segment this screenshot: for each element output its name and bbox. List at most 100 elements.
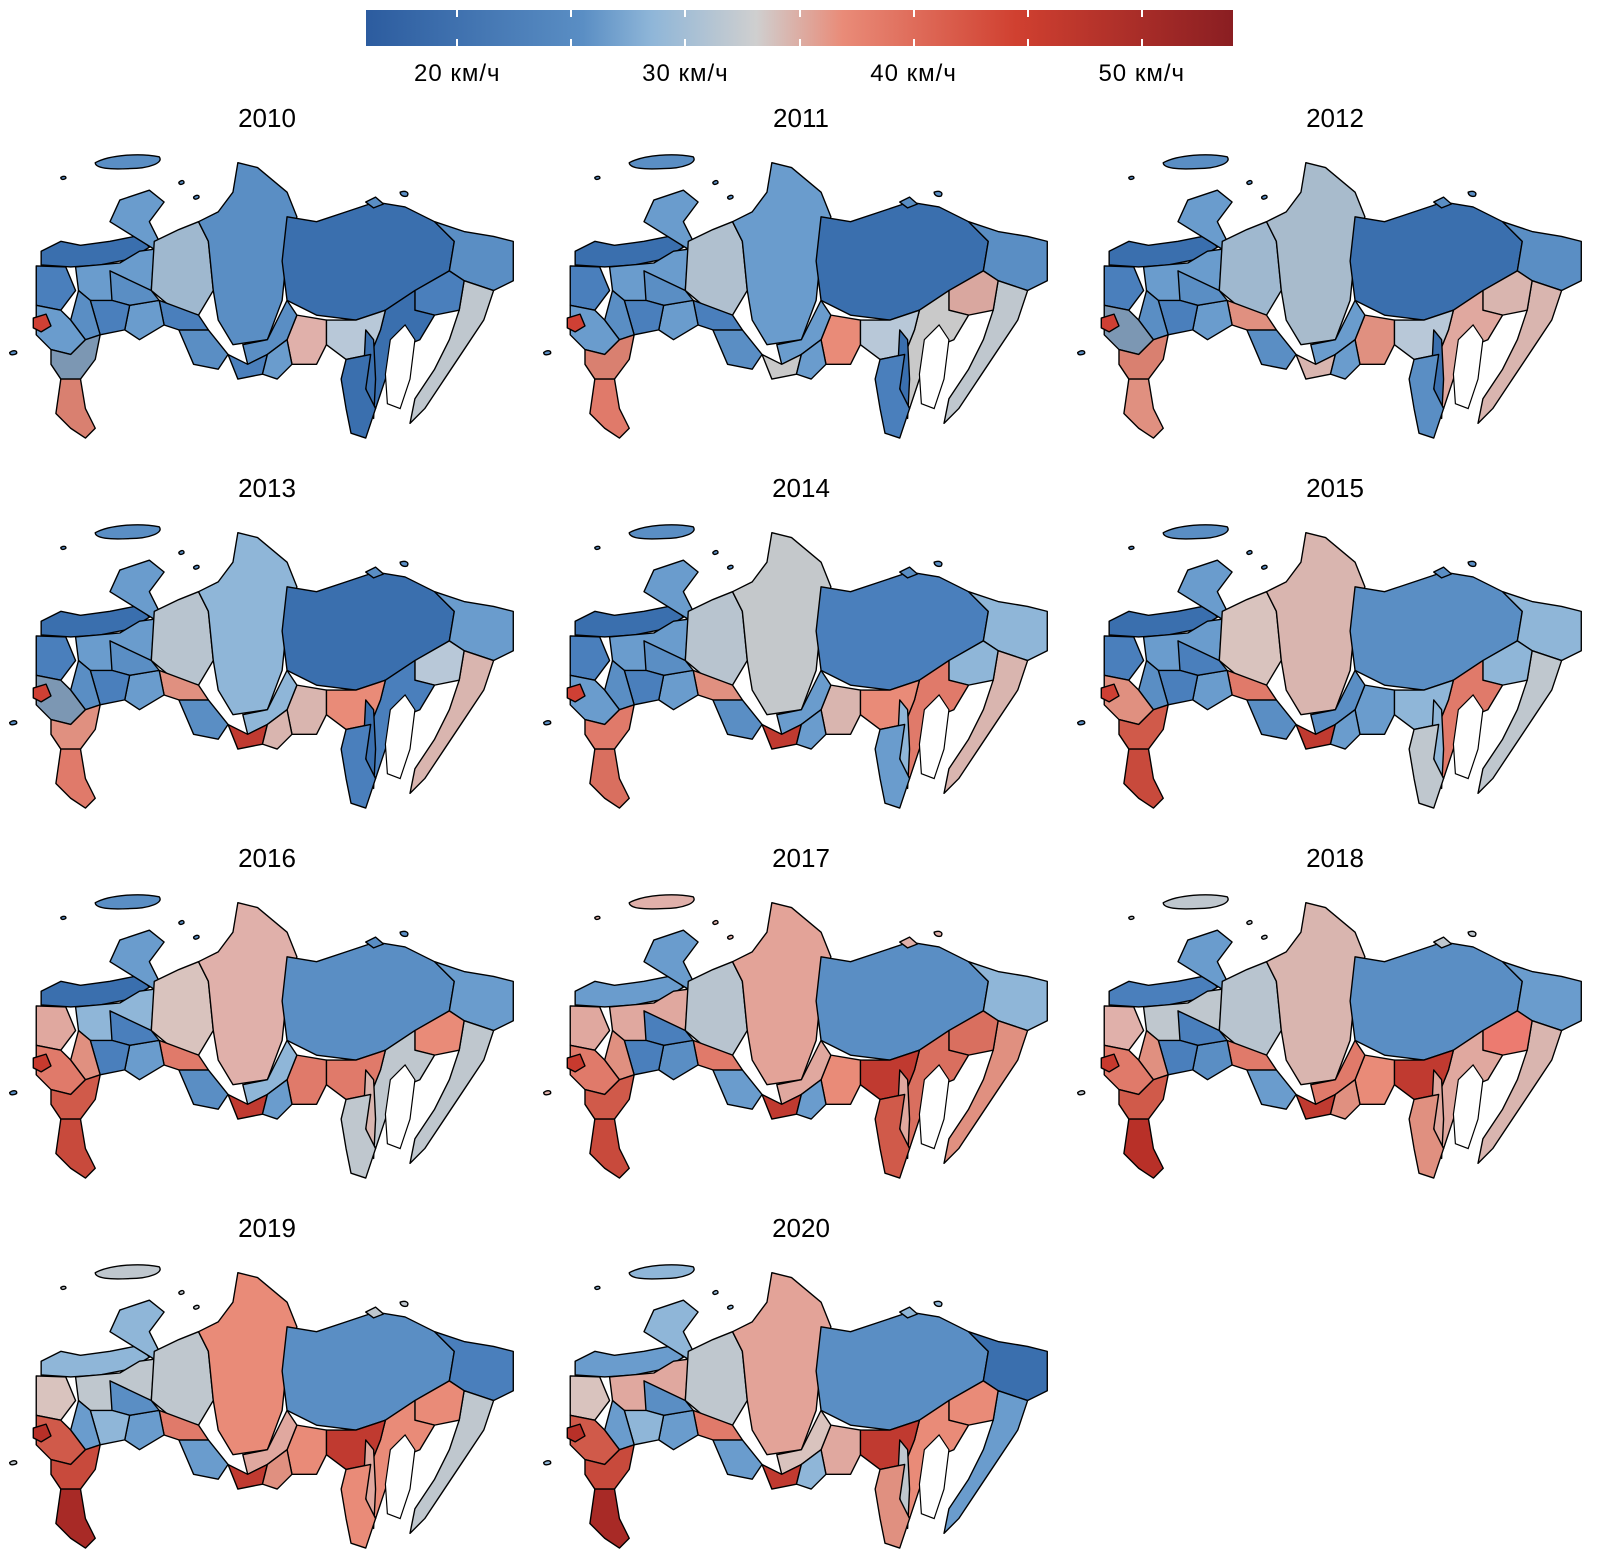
- island-region: [365, 936, 385, 949]
- region-tyumen: [1177, 270, 1228, 306]
- island-region: [594, 175, 601, 181]
- island-region: [712, 1289, 719, 1296]
- island-region: [178, 919, 185, 926]
- region-tyva: [1329, 709, 1361, 750]
- region-karelia: [35, 1375, 77, 1421]
- panel-year-title: 2013: [238, 473, 296, 503]
- island-region: [178, 549, 185, 556]
- island-region: [365, 1306, 385, 1319]
- region-komi: [109, 189, 165, 250]
- region-caucasus: [55, 378, 96, 439]
- island-region: [60, 1285, 67, 1291]
- legend-tick-mark: [456, 10, 459, 17]
- choropleth-map: [8, 1264, 514, 1549]
- region-tyumen: [109, 270, 160, 306]
- region-tyumen: [109, 640, 160, 676]
- island-region: [542, 720, 552, 726]
- island-region: [192, 1304, 200, 1310]
- legend-tick-mark: [684, 39, 687, 46]
- region-tyumen: [643, 1010, 694, 1046]
- region-primorye: [874, 723, 911, 809]
- region-primorye: [340, 1093, 377, 1179]
- region-caucasus: [1123, 748, 1164, 809]
- map-panel: 2012: [1068, 103, 1600, 448]
- sea-of-okhotsk: [384, 1434, 416, 1520]
- region-far-north-island: [628, 894, 695, 910]
- region-caucasus: [1123, 1118, 1164, 1179]
- island-region: [726, 564, 734, 570]
- region-tyva: [795, 339, 827, 380]
- island-region: [8, 350, 18, 356]
- legend-tick-mark: [912, 39, 915, 46]
- legend-tick-mark: [798, 39, 801, 46]
- island-region: [542, 1090, 552, 1096]
- region-omsk: [658, 669, 699, 711]
- region-moscow: [32, 1053, 52, 1073]
- region-south: [584, 1444, 635, 1490]
- legend-tick-mark: [684, 10, 687, 17]
- region-karelia: [569, 1375, 611, 1421]
- region-karelia: [1103, 635, 1145, 681]
- region-kamchatka: [1477, 280, 1563, 425]
- region-tyva: [1329, 339, 1361, 380]
- island-region: [594, 1285, 601, 1291]
- island-region: [933, 930, 943, 938]
- choropleth-map: [1076, 524, 1582, 809]
- region-kamchatka: [943, 280, 1029, 425]
- region-komi: [109, 929, 165, 990]
- choropleth-map: [1076, 154, 1582, 439]
- island-region: [933, 190, 943, 198]
- region-altai: [1246, 1069, 1297, 1110]
- region-kamchatka: [943, 1390, 1029, 1535]
- island-region: [399, 190, 409, 198]
- region-kamchatka: [943, 1020, 1029, 1165]
- region-far-north-island: [628, 1264, 695, 1280]
- legend-tick-mark: [1140, 39, 1143, 46]
- region-omsk: [1192, 299, 1233, 341]
- map-panel: 2019: [0, 1213, 534, 1558]
- island-region: [60, 915, 67, 921]
- region-komi: [643, 1299, 699, 1360]
- island-region: [1076, 350, 1086, 356]
- panel-year-title: 2016: [238, 843, 296, 873]
- region-far-north-island: [1162, 524, 1229, 540]
- island-region: [1260, 564, 1268, 570]
- region-omsk: [124, 299, 165, 341]
- island-region: [60, 545, 67, 551]
- choropleth-map: [542, 1264, 1048, 1549]
- panel-year-title: 2019: [238, 1213, 296, 1243]
- choropleth-map: [8, 524, 514, 809]
- island-region: [399, 560, 409, 568]
- island-region: [1467, 930, 1477, 938]
- region-komi: [1177, 559, 1233, 620]
- island-region: [899, 566, 919, 579]
- map-panel: 2010: [0, 103, 534, 448]
- region-altai: [178, 329, 229, 370]
- region-tyva: [795, 709, 827, 750]
- region-tyumen: [109, 1010, 160, 1046]
- region-moscow: [32, 683, 52, 703]
- region-omsk: [124, 1039, 165, 1081]
- region-karelia: [35, 635, 77, 681]
- island-region: [1467, 190, 1477, 198]
- island-region: [726, 1304, 734, 1310]
- region-tyumen: [643, 270, 694, 306]
- region-altai: [712, 699, 763, 740]
- island-region: [60, 175, 67, 181]
- region-altai: [178, 699, 229, 740]
- region-far-north-island: [628, 154, 695, 170]
- region-south: [50, 704, 101, 750]
- island-region: [899, 196, 919, 209]
- sea-of-okhotsk: [918, 1434, 950, 1520]
- island-region: [365, 196, 385, 209]
- sea-of-okhotsk: [918, 324, 950, 410]
- region-omsk: [124, 669, 165, 711]
- island-region: [594, 545, 601, 551]
- island-region: [712, 919, 719, 926]
- region-komi: [109, 559, 165, 620]
- legend-tick-mark: [798, 10, 801, 17]
- island-region: [8, 720, 18, 726]
- region-south: [50, 334, 101, 380]
- island-region: [1433, 936, 1453, 949]
- island-region: [1076, 1090, 1086, 1096]
